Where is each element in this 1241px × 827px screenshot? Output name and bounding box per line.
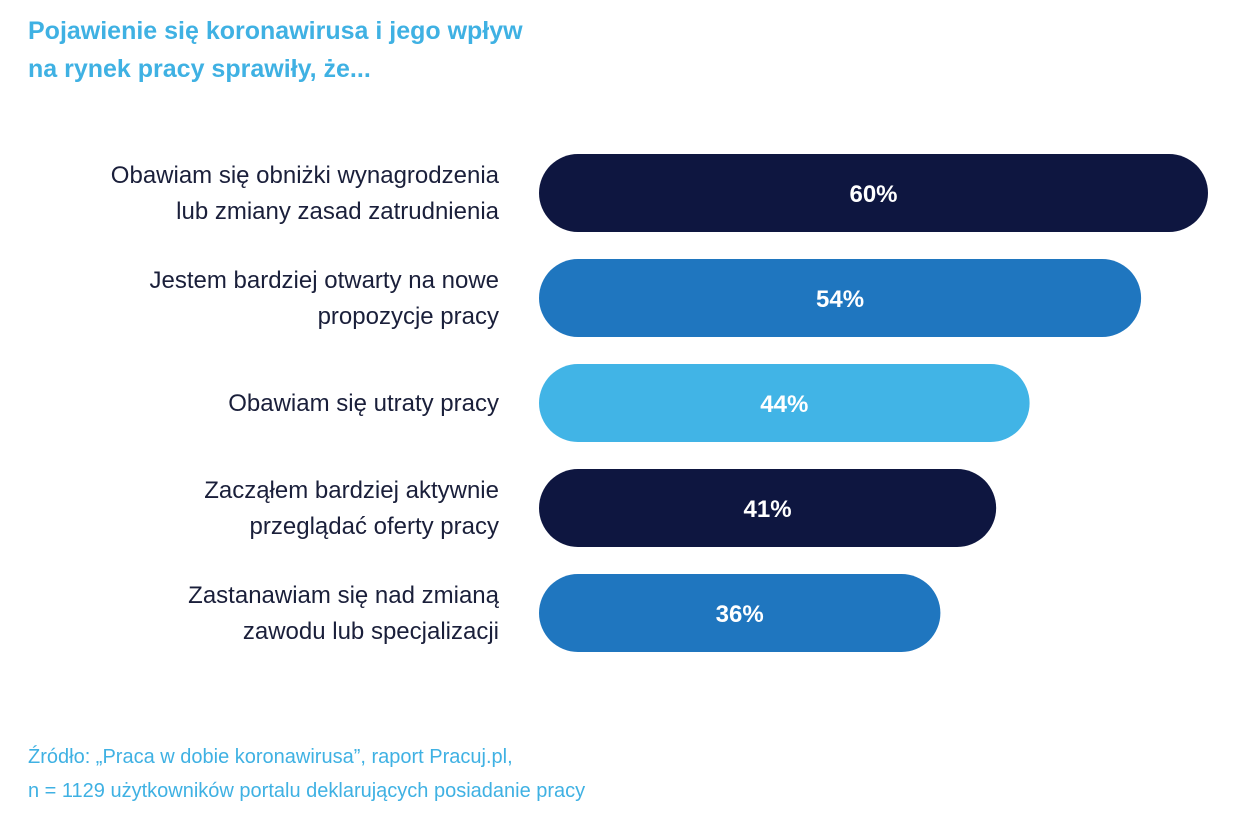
bar-value-label: 54% — [816, 286, 864, 313]
category-label-line: propozycje pracy — [318, 303, 499, 330]
bar-group: 41% Zacząłem bardziej aktywnie przeglądać … — [204, 469, 997, 547]
category-label-line: zawodu lub specjalizacji — [243, 618, 499, 645]
bar — [539, 574, 941, 652]
source-note: Źródło: „Praca w dobie koronawirusa”, ra… — [28, 740, 928, 808]
bar-value-label: 60% — [849, 181, 897, 208]
category-label: Zacząłem bardziej aktywnie przeglądać ofe… — [204, 477, 499, 540]
chart-title: Pojawienie się koronawirusa i jego wpływ… — [28, 12, 728, 88]
category-label-line: Zastanawiam się nad zmianą — [188, 582, 499, 609]
category-label: Obawiam się obniżki wynagrodzenia lub zmi… — [111, 162, 500, 225]
category-label-line: przeglądać oferty pracy — [250, 513, 499, 540]
category-label-line: Zacząłem bardziej aktywnie — [204, 477, 499, 504]
chart-title-line-2: na rynek pracy sprawiły, że... — [28, 55, 371, 83]
bar-group: 54% Jestem bardziej otwarty na nowe propoz… — [150, 259, 1142, 337]
category-label-line: Obawiam się utraty pracy — [228, 390, 499, 417]
category-label: Obawiam się utraty pracy — [228, 390, 499, 417]
category-label-line: Obawiam się obniżki wynagrodzenia — [111, 162, 500, 189]
bar-group: 44% Obawiam się utraty pracy — [228, 364, 1030, 442]
bar — [539, 154, 1208, 232]
bar — [539, 469, 997, 547]
chart-title-line-1: Pojawienie się koronawirusa i jego wpływ — [28, 17, 523, 45]
bar-value-label: 44% — [760, 391, 808, 418]
bar — [539, 259, 1142, 337]
category-label-line: lub zmiany zasad zatrudnienia — [176, 198, 500, 225]
source-line-1: Źródło: „Praca w dobie koronawirusa”, ra… — [28, 746, 513, 768]
bar-value-label: 41% — [744, 496, 792, 523]
bar-group: 36% Zastanawiam się nad zmianą zawodu lub … — [188, 574, 941, 652]
bar — [539, 364, 1030, 442]
bar-value-label: 36% — [716, 601, 764, 628]
bar-group: 60% Obawiam się obniżki wynagrodzenia lub … — [111, 154, 1208, 232]
category-label: Jestem bardziej otwarty na nowe propozycj… — [150, 267, 500, 330]
category-label-line: Jestem bardziej otwarty na nowe — [150, 267, 500, 294]
category-label: Zastanawiam się nad zmianą zawodu lub spe… — [188, 582, 499, 645]
source-line-2: n = 1129 użytkowników portalu deklarując… — [28, 780, 586, 802]
